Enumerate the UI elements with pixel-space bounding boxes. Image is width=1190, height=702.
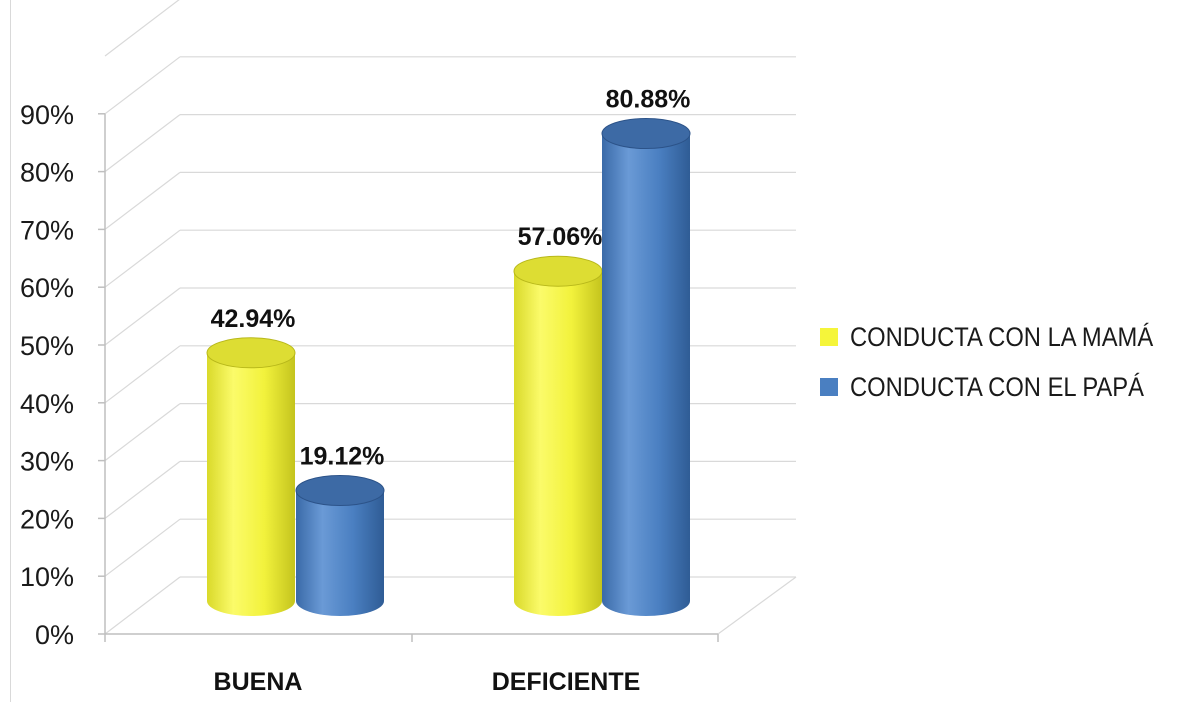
- gridline-depth: [104, 0, 180, 57]
- x-tick-label-buena: BUENA: [214, 668, 303, 696]
- gridline-depth: [104, 460, 181, 519]
- legend-swatch-mama: [820, 328, 838, 346]
- legend-swatch-papa: [820, 378, 838, 396]
- legend-label-mama: CONDUCTA CON LA MAMÁ: [850, 321, 1154, 352]
- bar-buena-mama-top: [206, 337, 296, 369]
- gridline-depth: [104, 403, 181, 462]
- bars-layer: [206, 118, 691, 616]
- y-tick-label: 50%: [20, 331, 74, 361]
- floor-right-edge: [717, 576, 797, 635]
- y-tick-label: 40%: [20, 389, 74, 419]
- bar-buena-papa-top: [295, 474, 385, 506]
- bar-buena-mama: [206, 337, 296, 616]
- legend: CONDUCTA CON LA MAMÁ CONDUCTA CON EL PAP…: [820, 312, 1190, 412]
- bar-deficiente-papa-body: [602, 133, 690, 616]
- gridline-depth: [104, 56, 181, 115]
- data-label-deficiente-papa: 80.88%: [606, 86, 691, 114]
- labels-layer: 42.94% 19.12% 57.06% 80.88% BUENA DEFICIENTE: [211, 86, 691, 696]
- gridline-depth: [104, 114, 181, 173]
- bar-buena-papa: [295, 474, 385, 616]
- bar-buena-papa-body: [296, 490, 384, 616]
- x-tick-label-deficiente: DEFICIENTE: [492, 668, 641, 696]
- data-label-buena-papa: 19.12%: [300, 442, 385, 470]
- bar-deficiente-mama-top: [513, 255, 603, 287]
- y-tick-label: 70%: [20, 215, 74, 245]
- y-tick-label: 30%: [20, 447, 74, 477]
- gridline-depth: [104, 171, 181, 230]
- bar-buena-mama-body: [207, 352, 295, 616]
- gridline-depth: [104, 518, 181, 577]
- y-tick-label: 0%: [35, 620, 74, 650]
- y-tick-label: 90%: [20, 100, 74, 130]
- legend-item-mama: CONDUCTA CON LA MAMÁ: [820, 312, 1190, 362]
- y-tick-label: 60%: [20, 273, 74, 303]
- chart-frame: [10, 0, 11, 702]
- bar-deficiente-mama: [513, 255, 603, 616]
- legend-item-papa: CONDUCTA CON EL PAPÁ: [820, 362, 1190, 412]
- y-tick-label: 20%: [20, 504, 74, 534]
- y-tick-label: 10%: [20, 562, 74, 592]
- gridline-depth: [104, 576, 181, 635]
- data-label-deficiente-mama: 57.06%: [518, 223, 603, 251]
- data-label-buena-mama: 42.94%: [211, 305, 296, 333]
- bar-deficiente-mama-body: [514, 271, 602, 616]
- bar-deficiente-papa-top: [601, 118, 691, 150]
- axis-layer: 0% 10% 20% 30% 40% 50% 60% 70% 80% 90%: [20, 100, 719, 650]
- bar-deficiente-papa: [601, 118, 691, 616]
- gridline-depth: [104, 287, 181, 346]
- legend-label-papa: CONDUCTA CON EL PAPÁ: [850, 371, 1144, 402]
- gridline-depth: [104, 229, 181, 288]
- y-tick-label: 80%: [20, 158, 74, 188]
- gridline-depth: [104, 345, 181, 404]
